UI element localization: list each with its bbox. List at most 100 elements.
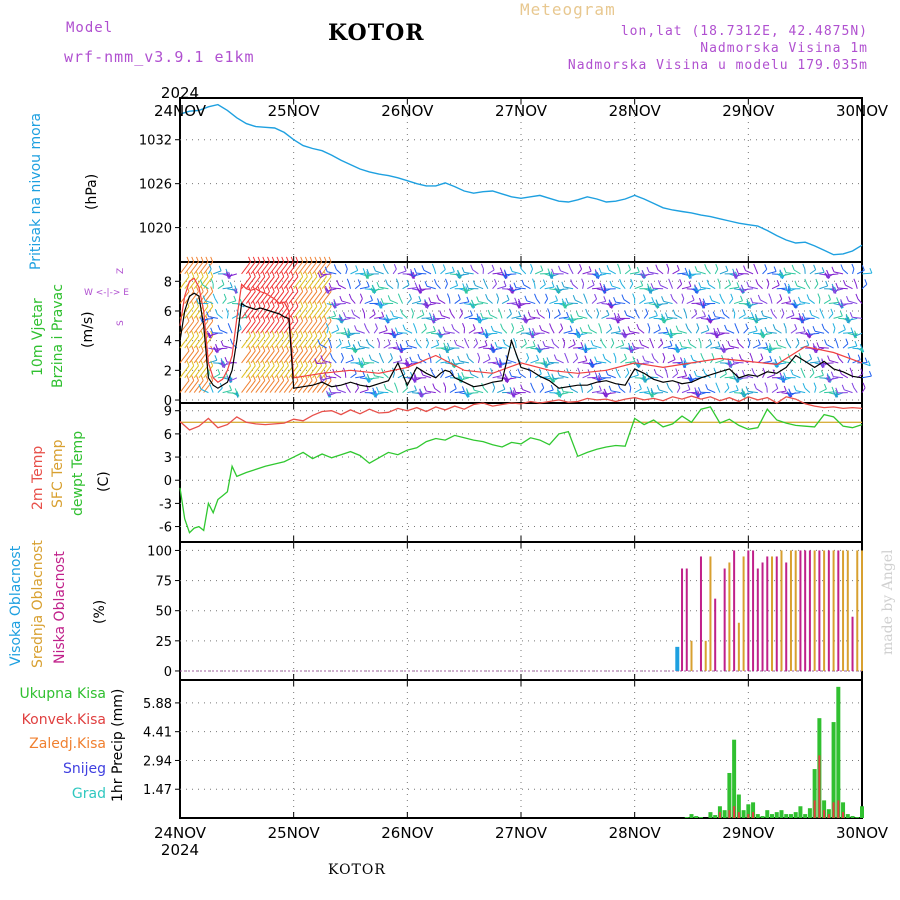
wind-barb: [245, 380, 256, 393]
wind-barb-feather: [608, 300, 612, 306]
wind-barb-feather: [262, 360, 266, 366]
wind-barb: [360, 362, 370, 367]
wind-barb-feather: [746, 302, 750, 309]
wind-barb-feather: [739, 287, 743, 293]
wind-barb: [227, 300, 236, 305]
wind-barb: [596, 300, 606, 305]
wind-barb-feather: [214, 308, 218, 315]
wind-barb-feather: [257, 375, 261, 381]
wind-barb-feather: [669, 328, 673, 334]
wind-barb-feather: [741, 388, 745, 394]
wind-barb-feather: [271, 271, 275, 277]
wind-barb: [772, 313, 778, 319]
wind-barb-feather: [590, 340, 594, 346]
wind-barb-feather: [799, 316, 803, 322]
wind-barb-feather: [594, 273, 598, 279]
wind-barb-feather: [352, 344, 356, 350]
wind-barb-feather: [683, 357, 687, 364]
wind-barb-feather: [361, 357, 365, 363]
wind-barb-feather: [333, 298, 337, 305]
wind-barb: [550, 273, 560, 278]
wind-barb-feather: [432, 317, 436, 324]
wind-barb: [288, 291, 299, 304]
wind-barb: [193, 365, 204, 379]
wind-barb-feather: [328, 256, 332, 263]
wind-barb-feather: [583, 293, 587, 299]
wind-barb-feather: [213, 346, 217, 352]
wind-barb: [697, 392, 706, 396]
wind-barb-feather: [385, 318, 389, 324]
wind-barb-feather: [451, 323, 455, 330]
wind-barb: [506, 377, 517, 380]
wind-barb-feather: [712, 311, 716, 317]
wind-barb: [657, 343, 664, 349]
wind-barb: [184, 380, 195, 393]
wind-barb: [638, 328, 645, 334]
wind-barb-feather: [300, 301, 304, 307]
wind-barb: [269, 276, 280, 290]
precip-total-bar: [722, 810, 727, 818]
wind-barb: [615, 344, 624, 349]
wind-barb: [738, 377, 749, 379]
wind-barb-feather: [200, 271, 204, 277]
wind-barb: [568, 372, 574, 379]
wind-barb: [269, 365, 280, 379]
wind-barb: [710, 346, 721, 349]
wind-barb: [478, 301, 488, 305]
wind-barb-feather: [599, 282, 603, 289]
precip-total-bar: [803, 814, 808, 818]
wind-barb-feather: [490, 325, 494, 332]
wind-barb-feather: [698, 337, 702, 344]
wind-barb-feather: [845, 317, 849, 323]
wind-barb-feather: [641, 270, 645, 276]
wind-barb: [598, 377, 607, 382]
wind-barb-feather: [700, 301, 704, 307]
wind-barb: [456, 344, 465, 349]
wind-barb-feather: [619, 278, 623, 285]
wind-barb-feather: [606, 309, 610, 316]
wind-barb-feather: [509, 284, 513, 290]
wind-barb: [223, 362, 233, 366]
dewpoint-line: [179, 406, 863, 534]
wind-barb-feather: [630, 278, 634, 285]
wind-barb-feather: [664, 312, 668, 318]
wind-barb: [752, 344, 761, 349]
wind-barb: [801, 317, 811, 322]
wind-barb-feather: [775, 383, 779, 389]
wind-barb-feather: [793, 385, 797, 391]
wind-barb: [350, 373, 357, 379]
wind-barb: [298, 306, 308, 319]
wind-barb-feather: [708, 318, 712, 324]
wind-barb-feather: [214, 347, 218, 354]
wind-barb: [838, 329, 846, 334]
wind-barb-feather: [785, 286, 789, 293]
wind-barb: [644, 360, 654, 364]
wind-barb-feather: [421, 309, 425, 316]
wind-barb-feather: [304, 330, 308, 337]
wind-barb-feather: [713, 330, 717, 337]
wind-barb: [436, 283, 441, 290]
wind-barb: [608, 269, 616, 275]
wind-barb-feather: [220, 340, 224, 347]
precip-total-bar: [741, 810, 746, 818]
wind-barb: [407, 287, 418, 290]
wind-barb-feather: [271, 256, 275, 263]
wind-barb-feather: [628, 347, 632, 353]
wind-barb: [466, 343, 470, 349]
wind-barb-feather: [537, 344, 541, 350]
wind-barb: [826, 344, 834, 349]
wind-barb: [204, 300, 214, 305]
wind-barb-feather: [300, 271, 304, 277]
wind-barb-feather: [252, 375, 256, 381]
precip-total-bar: [822, 800, 827, 818]
wind-barb-feather: [521, 324, 525, 331]
wind-barb: [781, 313, 785, 319]
wind-barb-feather: [438, 329, 441, 336]
wind-barb: [459, 313, 463, 319]
wind-barb-feather: [300, 330, 304, 337]
wind-barb: [676, 283, 683, 290]
wind-barb-feather: [199, 279, 203, 285]
wind-barb-feather: [824, 272, 828, 278]
wind-barb: [378, 329, 388, 334]
wind-barb-feather: [508, 371, 512, 377]
